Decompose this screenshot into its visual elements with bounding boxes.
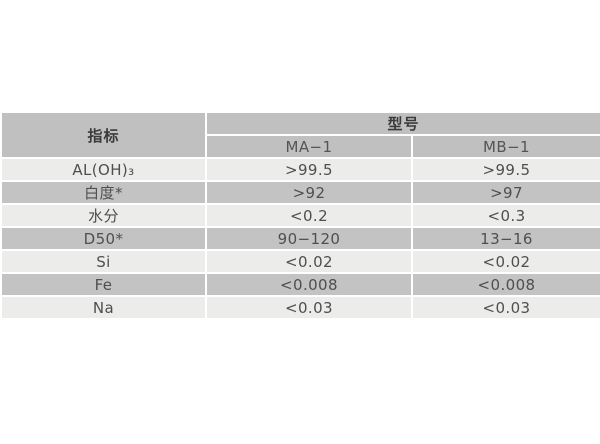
column-header-mb1: MB−1 bbox=[410, 134, 600, 159]
cell-mb1: >99.5 bbox=[410, 157, 600, 182]
spec-table: 指标 型号 MA−1 MB−1 AL(OH)₃ >99.5 >99.5 白度* … bbox=[0, 111, 600, 320]
header-row-models: MA−1 MB−1 bbox=[1, 134, 600, 159]
spec-table-body: AL(OH)₃ >99.5 >99.5 白度* >92 >97 水分 <0.2 … bbox=[0, 157, 600, 320]
row-label: Na bbox=[0, 295, 207, 320]
cell-mb1: <0.02 bbox=[410, 249, 600, 274]
cell-ma1: <0.02 bbox=[205, 249, 413, 274]
cell-ma1: >92 bbox=[205, 180, 413, 205]
cell-mb1: >97 bbox=[410, 180, 600, 205]
row-label: Fe bbox=[0, 272, 207, 297]
group-header-model: 型号 bbox=[204, 111, 600, 136]
spec-table-header: 指标 型号 MA−1 MB−1 bbox=[0, 111, 600, 159]
row-label: Si bbox=[0, 249, 207, 274]
cell-mb1: <0.3 bbox=[410, 203, 600, 228]
cell-ma1: <0.008 bbox=[205, 272, 413, 297]
cell-mb1: <0.008 bbox=[410, 272, 600, 297]
corner-header-indicator: 指标 bbox=[0, 111, 207, 159]
table-row: 水分 <0.2 <0.3 bbox=[0, 203, 600, 228]
cell-ma1: 90−120 bbox=[205, 226, 413, 251]
row-label: 水分 bbox=[0, 203, 207, 228]
cell-mb1: <0.03 bbox=[410, 295, 600, 320]
table-row: AL(OH)₃ >99.5 >99.5 bbox=[0, 157, 600, 182]
table-row: Fe <0.008 <0.008 bbox=[0, 272, 600, 297]
table-row: 白度* >92 >97 bbox=[0, 180, 600, 205]
row-label: 白度* bbox=[0, 180, 207, 205]
cell-ma1: <0.2 bbox=[205, 203, 413, 228]
table-row: Na <0.03 <0.03 bbox=[0, 295, 600, 320]
cell-mb1: 13−16 bbox=[410, 226, 600, 251]
table-row: D50* 90−120 13−16 bbox=[0, 226, 600, 251]
row-label: D50* bbox=[0, 226, 207, 251]
column-header-ma1: MA−1 bbox=[205, 134, 413, 159]
row-label: AL(OH)₃ bbox=[0, 157, 207, 182]
table-row: Si <0.02 <0.02 bbox=[0, 249, 600, 274]
cell-ma1: >99.5 bbox=[205, 157, 413, 182]
header-row-group: 指标 型号 bbox=[0, 111, 600, 159]
cell-ma1: <0.03 bbox=[205, 295, 413, 320]
